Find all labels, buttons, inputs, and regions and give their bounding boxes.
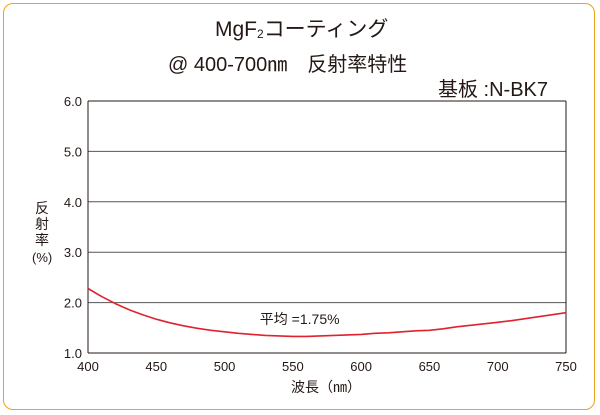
y-tick-label: 6.0 — [64, 94, 82, 109]
y-tick-label: 1.0 — [64, 346, 82, 361]
series-layer — [87, 287, 567, 338]
x-tick-label: 450 — [145, 359, 167, 374]
chart-title-compound-sub: 2 — [257, 27, 264, 41]
chart-title-compound-main: MgF — [215, 18, 257, 41]
chart-frame — [3, 3, 595, 410]
reflectance-series-line — [87, 287, 567, 338]
grid-layer — [87, 100, 567, 354]
chart-title-line2: @ 400-700㎚ 反射率特性 — [168, 53, 407, 76]
x-tick-label: 600 — [350, 359, 372, 374]
y-tick-label: 3.0 — [64, 245, 82, 260]
x-tick-label: 550 — [282, 359, 304, 374]
y-tick-label: 4.0 — [64, 195, 82, 210]
chart-title-substrate: 基板 :N-BK7 — [438, 78, 548, 101]
average-annotation: 平均 =1.75% — [260, 311, 340, 327]
y-axis-label-char: 反 — [35, 200, 49, 216]
x-tick-label: 650 — [419, 359, 441, 374]
y-axis-label-unit: (%) — [32, 250, 52, 265]
y-tick-label: 5.0 — [64, 144, 82, 159]
chart-title-compound-rest: コーティング — [264, 18, 389, 41]
x-axis-label: 波長（㎚） — [291, 379, 361, 395]
tick-label-layer: 1.0 2.0 3.0 4.0 5.0 6.0 400 450 500 550 600 650 700 7… — [64, 94, 577, 374]
x-tick-label: 400 — [77, 359, 99, 374]
x-tick-label: 750 — [555, 359, 577, 374]
y-axis-label-char: 率 — [35, 232, 49, 248]
y-tick-label: 2.0 — [64, 296, 82, 311]
x-tick-label: 500 — [214, 359, 236, 374]
x-tick-label: 700 — [487, 359, 509, 374]
chart-title-compound: MgF2コーティング — [215, 18, 388, 41]
y-axis-label-char: 射 — [35, 216, 49, 232]
